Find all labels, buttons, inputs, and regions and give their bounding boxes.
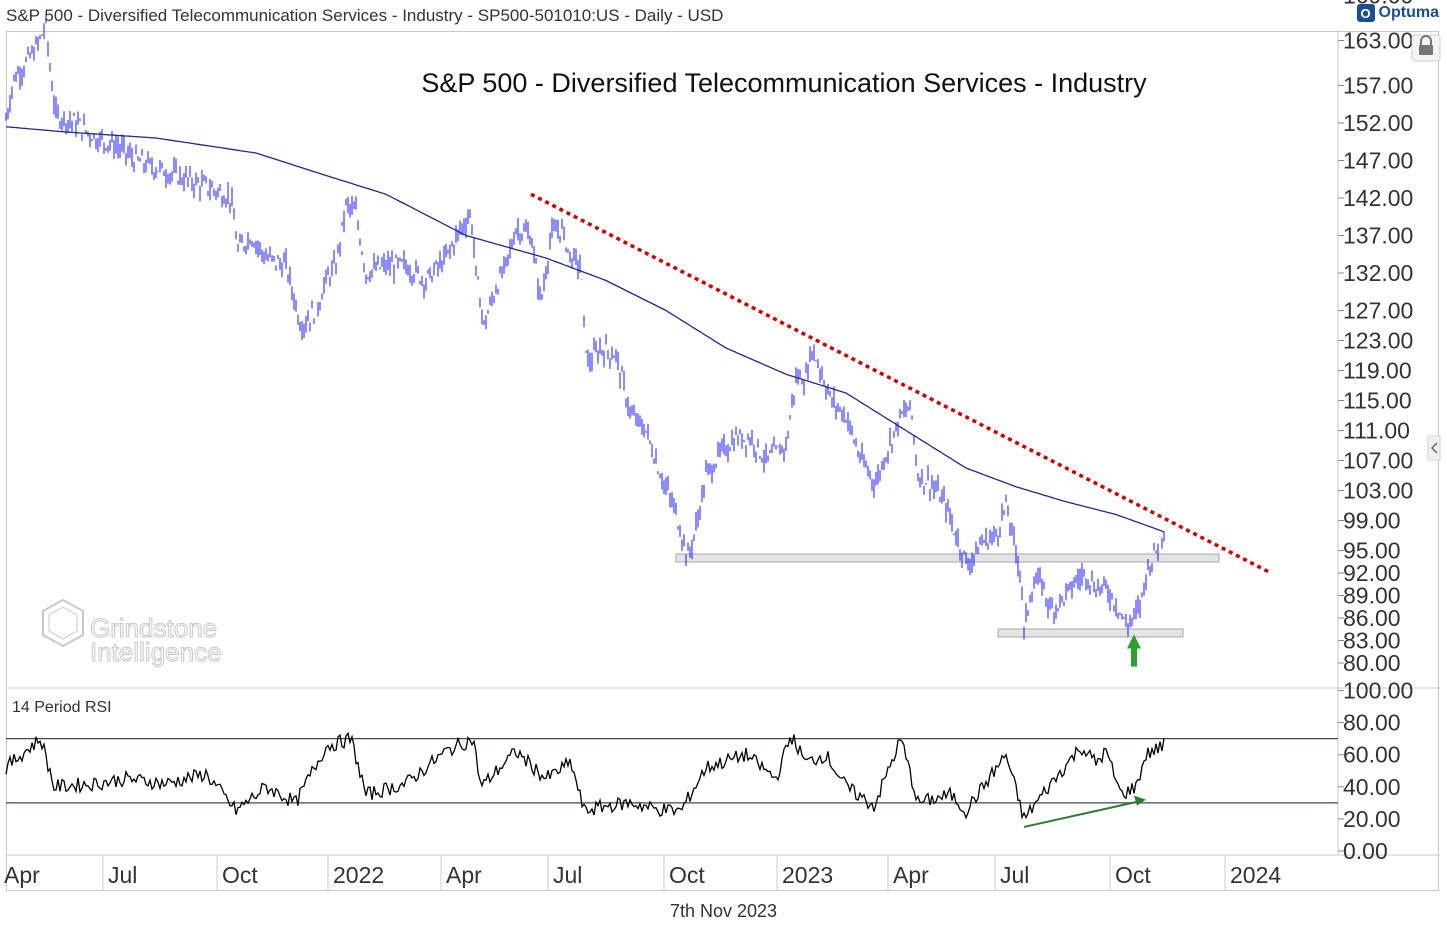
x-axis-label: Apr [446,862,482,888]
x-axis-label: 2023 [782,862,833,888]
watermark-logo-icon [42,598,84,648]
rsi-axis-label: 0.00 [1343,838,1388,864]
chart-header: S&P 500 - Diversified Telecommunication … [6,6,724,25]
support-zone-upper [675,553,1220,563]
x-axis-label: Oct [669,862,705,888]
watermark-line2: Intelligence [90,637,222,667]
price-axis-label: 111.00 [1343,418,1410,444]
price-axis-label: 80.00 [1343,650,1401,676]
chart-frame [6,31,1439,891]
rsi-divergence-arrow [1023,800,1139,828]
rsi-axis-label: 40.00 [1343,774,1401,800]
optuma-brand: O Optuma [1356,4,1439,22]
rsi-axis-label: 60.00 [1343,742,1401,768]
price-axis-label: 169.00 [1343,0,1413,9]
lock-icon [1419,45,1433,55]
x-axis-label: Jul [553,862,582,888]
x-axis-label: 2022 [333,862,384,888]
price-axis-label: 127.00 [1343,298,1413,324]
price-axis-label: 95.00 [1343,538,1401,564]
price-axis-label: 103.00 [1343,478,1413,504]
rsi-axis-label: 80.00 [1343,710,1401,736]
x-axis-label: Apr [4,862,40,888]
rsi-panel-title: 14 Period RSI [12,699,112,716]
optuma-logo-icon: O [1356,4,1375,22]
footer-date: 7th Nov 2023 [669,901,778,921]
moving-average-line [5,126,1165,533]
x-axis-label: Jul [1000,862,1029,888]
rsi-axis-label: 100.00 [1343,678,1413,704]
x-axis-label: Oct [222,862,258,888]
price-axis-label: 83.00 [1343,628,1401,654]
rsi-divergence-arrowhead-icon [1134,795,1146,806]
support-zone-lower [997,628,1184,638]
price-axis-label: 89.00 [1343,583,1401,609]
resistance-trendline [530,192,1272,575]
price-axis-label: 115.00 [1343,388,1412,414]
price-axis-label: 147.00 [1343,148,1413,174]
price-axis-label: 142.00 [1343,185,1413,211]
price-axis-label: 123.00 [1343,328,1413,354]
rsi-axis-label: 20.00 [1343,806,1401,832]
main-chart-title: S&P 500 - Diversified Telecommunication … [421,68,1147,98]
price-axis-label: 99.00 [1343,508,1401,534]
price-axis-label: 132.00 [1343,260,1413,286]
x-axis-label: Jul [108,862,137,888]
x-axis-label: Oct [1115,862,1151,888]
lock-shackle-icon [1420,35,1432,45]
price-axis-label: 119.00 [1343,358,1412,384]
watermark: Grindstone Intelligence [42,598,222,668]
watermark-logo-inner-icon [48,606,78,640]
watermark-line1: Grindstone [90,613,217,643]
price-axis-label: 137.00 [1343,223,1413,249]
price-axis-label: 157.00 [1343,73,1413,99]
x-axis-label: 2024 [1230,862,1281,888]
x-axis-label: Apr [893,862,929,888]
chevron-left-icon [1430,442,1438,454]
price-axis-label: 86.00 [1343,605,1401,631]
collapse-tab[interactable] [1427,435,1441,461]
price-axis-label: 152.00 [1343,110,1413,136]
rsi-line [5,731,1165,820]
green-up-arrow-icon [1127,634,1141,667]
price-axis-label: 163.00 [1343,28,1413,54]
price-axis-label: 107.00 [1343,448,1413,474]
brand-label: Optuma [1378,4,1439,21]
price-axis-label: 92.00 [1343,560,1401,586]
